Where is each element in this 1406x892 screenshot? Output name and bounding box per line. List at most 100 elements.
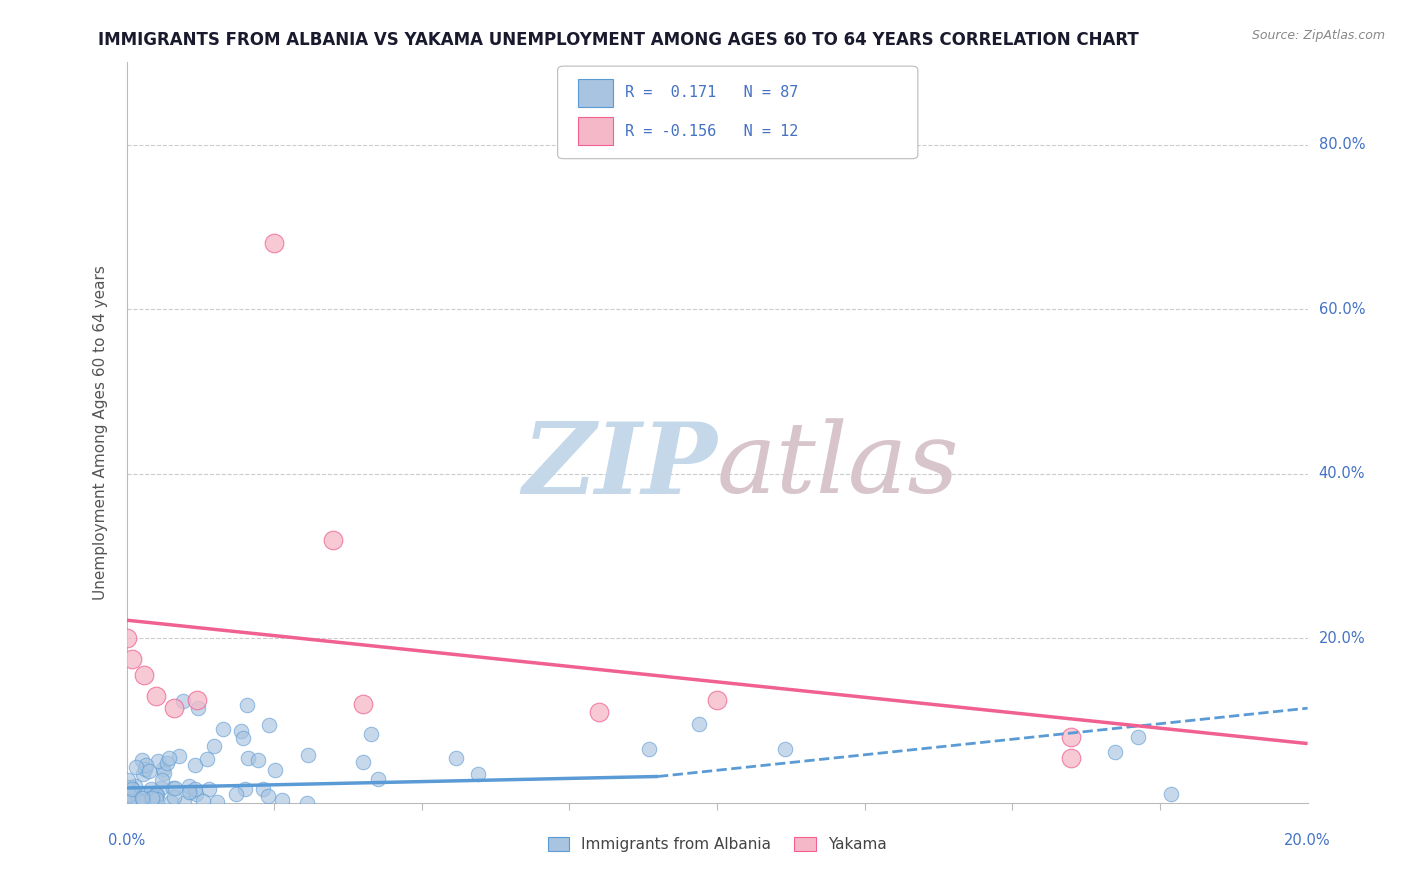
- Point: [202, 739, 225, 753]
- Point: [132, 794, 155, 808]
- Point: [141, 791, 163, 805]
- FancyBboxPatch shape: [578, 117, 613, 145]
- Point: [117, 788, 139, 802]
- Point: [229, 724, 252, 739]
- FancyBboxPatch shape: [578, 78, 613, 107]
- Point: [225, 787, 247, 801]
- Point: [232, 731, 254, 745]
- Point: [145, 689, 167, 703]
- Text: R = -0.156   N = 12: R = -0.156 N = 12: [624, 124, 799, 139]
- Point: [125, 760, 148, 774]
- Point: [1126, 730, 1149, 744]
- Point: [638, 742, 661, 756]
- Point: [270, 792, 292, 806]
- Point: [129, 787, 152, 801]
- Point: [167, 749, 190, 764]
- Point: [157, 751, 180, 765]
- Point: [159, 795, 181, 809]
- Point: [1060, 750, 1083, 764]
- Point: [322, 533, 344, 547]
- Text: R =  0.171   N = 87: R = 0.171 N = 87: [624, 86, 799, 100]
- Point: [173, 796, 195, 810]
- Point: [446, 751, 468, 765]
- Point: [134, 762, 156, 776]
- Point: [124, 786, 146, 800]
- Point: [187, 700, 209, 714]
- Point: [127, 792, 149, 806]
- Point: [124, 780, 146, 794]
- Point: [117, 786, 139, 800]
- Point: [121, 782, 143, 797]
- Point: [184, 757, 207, 772]
- Point: [212, 722, 235, 736]
- Point: [163, 781, 186, 796]
- Point: [179, 785, 201, 799]
- Point: [115, 782, 138, 797]
- Point: [352, 697, 374, 711]
- Point: [162, 780, 184, 795]
- Point: [146, 754, 169, 768]
- Text: 20.0%: 20.0%: [1284, 833, 1331, 848]
- Point: [141, 792, 163, 806]
- Point: [352, 755, 374, 769]
- Point: [115, 632, 138, 646]
- Point: [264, 764, 287, 778]
- Text: 60.0%: 60.0%: [1319, 301, 1365, 317]
- Point: [247, 754, 270, 768]
- Point: [122, 792, 145, 806]
- Text: 80.0%: 80.0%: [1319, 137, 1365, 153]
- Point: [145, 788, 167, 802]
- Text: ZIP: ZIP: [522, 417, 717, 514]
- Point: [588, 706, 610, 720]
- Point: [143, 790, 166, 805]
- Point: [118, 794, 141, 808]
- Point: [263, 236, 285, 251]
- Point: [184, 787, 207, 801]
- Point: [1060, 730, 1083, 744]
- Point: [257, 789, 280, 803]
- Point: [688, 717, 710, 731]
- Point: [145, 792, 167, 806]
- Point: [156, 756, 179, 771]
- Point: [177, 779, 200, 793]
- Point: [172, 693, 194, 707]
- Point: [153, 766, 176, 780]
- Point: [360, 726, 382, 740]
- Point: [367, 772, 389, 786]
- Point: [150, 772, 173, 787]
- Point: [205, 795, 228, 809]
- FancyBboxPatch shape: [558, 66, 918, 159]
- Point: [141, 782, 163, 797]
- Point: [467, 767, 489, 781]
- Point: [163, 789, 186, 804]
- Y-axis label: Unemployment Among Ages 60 to 64 years: Unemployment Among Ages 60 to 64 years: [93, 265, 108, 600]
- Point: [238, 751, 260, 765]
- Text: 0.0%: 0.0%: [108, 833, 145, 848]
- Point: [115, 780, 138, 794]
- Point: [257, 718, 280, 732]
- Point: [121, 652, 143, 666]
- Point: [706, 693, 728, 707]
- Point: [236, 698, 259, 712]
- Point: [295, 796, 318, 810]
- Text: IMMIGRANTS FROM ALBANIA VS YAKAMA UNEMPLOYMENT AMONG AGES 60 TO 64 YEARS CORRELA: IMMIGRANTS FROM ALBANIA VS YAKAMA UNEMPL…: [98, 31, 1139, 49]
- Text: 40.0%: 40.0%: [1319, 467, 1365, 482]
- Point: [150, 780, 173, 795]
- Point: [117, 781, 139, 796]
- Point: [145, 788, 167, 802]
- Point: [184, 782, 207, 797]
- Point: [177, 785, 200, 799]
- Point: [122, 790, 145, 805]
- Point: [138, 764, 160, 778]
- Point: [117, 773, 139, 788]
- Text: Source: ZipAtlas.com: Source: ZipAtlas.com: [1251, 29, 1385, 42]
- Point: [1104, 745, 1126, 759]
- Legend: Immigrants from Albania, Yakama: Immigrants from Albania, Yakama: [541, 830, 893, 858]
- Point: [233, 782, 256, 797]
- Point: [195, 752, 218, 766]
- Point: [134, 668, 156, 682]
- Point: [131, 767, 153, 781]
- Point: [120, 780, 142, 795]
- Point: [252, 782, 274, 797]
- Point: [131, 753, 153, 767]
